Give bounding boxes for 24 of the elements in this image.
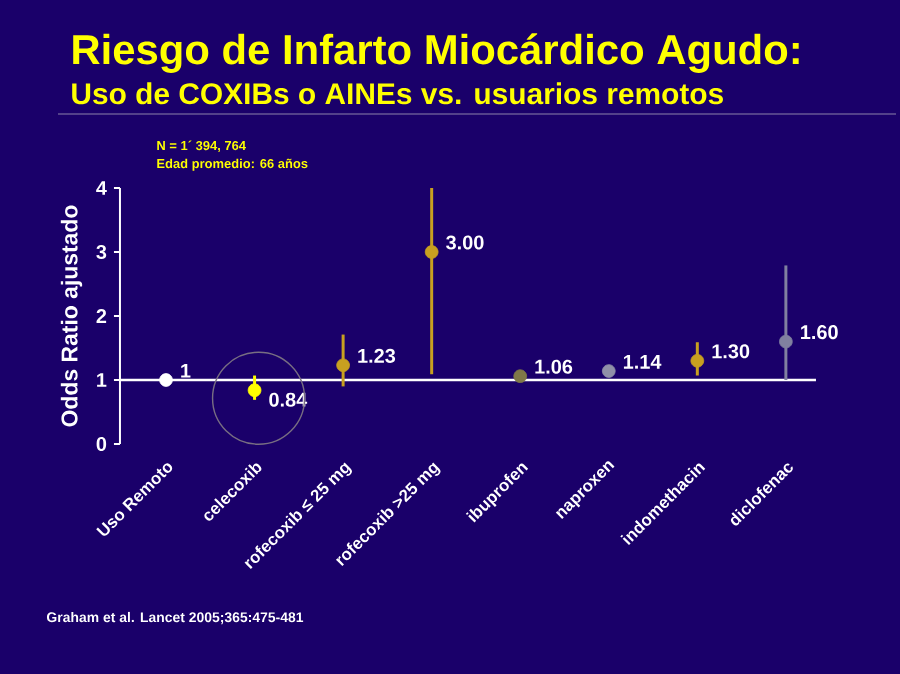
- data-label: 1.23: [358, 348, 396, 363]
- point: [513, 369, 528, 383]
- chart-subtitle: Uso de COXIBs o AINEs vs. usuarios remotos: [72, 82, 723, 105]
- data-label: 1.06: [535, 359, 573, 374]
- point: [159, 373, 173, 387]
- y-tick-label: 4: [96, 181, 107, 195]
- point: [690, 354, 705, 368]
- data-label: 1.14: [623, 354, 662, 369]
- point: [424, 245, 439, 259]
- data-label: 0.84: [269, 392, 308, 407]
- point: [779, 334, 793, 349]
- point: [336, 358, 350, 373]
- point: [247, 383, 262, 398]
- y-tick-label: 1: [97, 373, 107, 387]
- point: [601, 364, 616, 378]
- y-tick-label: 2: [96, 309, 107, 323]
- y-tick-label: 0: [96, 436, 107, 452]
- data-label: 1.60: [801, 325, 838, 340]
- chart-title: Riesgo de Infarto Miocárdico Agudo:: [73, 33, 799, 73]
- y-axis-title: Odds Ratio ajustado: [60, 205, 83, 427]
- y-tick-label: 3: [96, 244, 107, 260]
- data-label: 1: [181, 363, 191, 378]
- data-label: 1.30: [712, 344, 750, 359]
- data-label: 3.00: [446, 235, 484, 250]
